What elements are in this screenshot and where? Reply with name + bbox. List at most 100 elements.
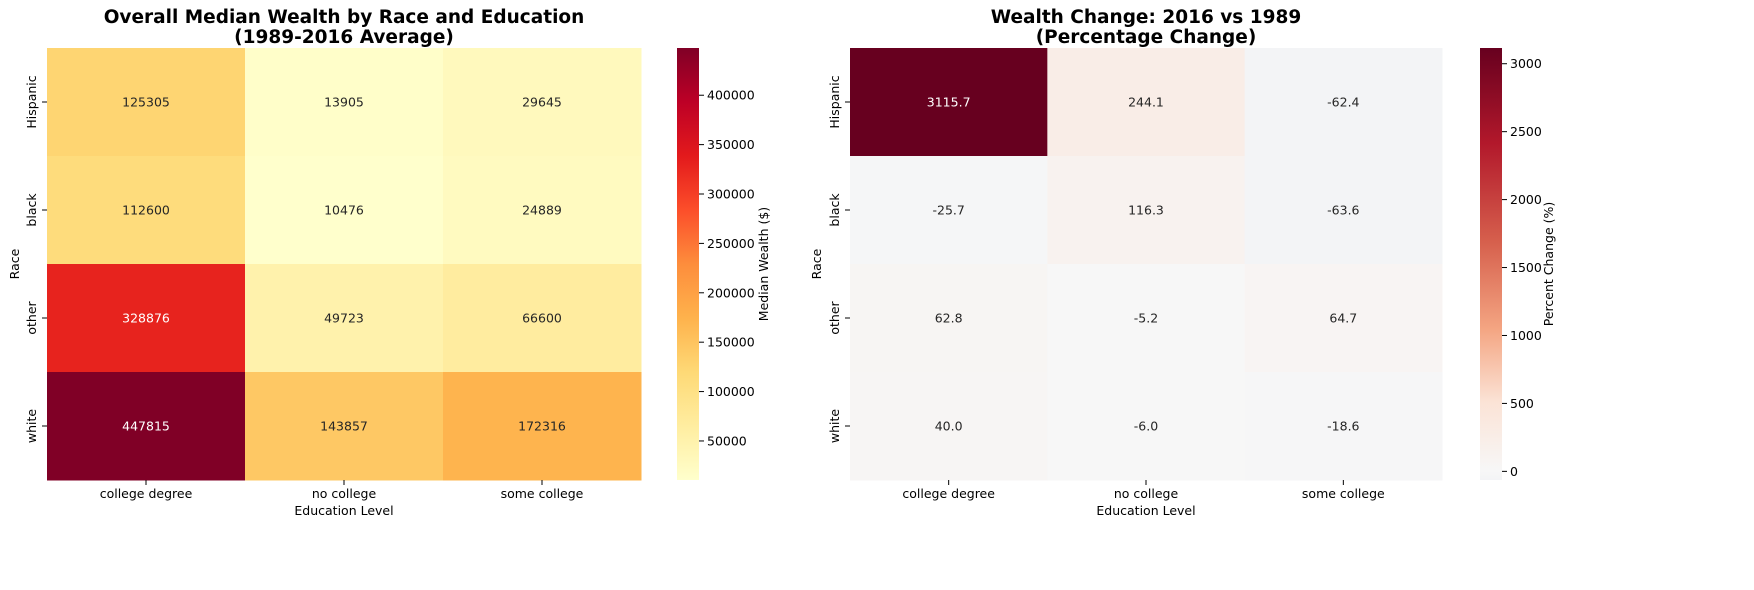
chart-title: Wealth Change: 2016 vs 1989 — [991, 7, 1302, 28]
heatmap-cell — [1244, 48, 1443, 157]
heatmap-cell — [850, 372, 1048, 481]
cell-value-label: 328876 — [122, 311, 170, 326]
x-tick-label: some college — [1302, 486, 1385, 501]
x-axis-ticks: college degree no college some college — [902, 480, 1385, 501]
cell-value-label: -6.0 — [1134, 419, 1158, 434]
y-tick-label: other — [24, 300, 39, 334]
cell-value-label: 13905 — [324, 95, 364, 110]
heatmap-cell — [443, 264, 642, 373]
cell-value-label: 172316 — [518, 419, 566, 434]
colorbar-tick-label: 50000 — [707, 433, 747, 448]
heatmap-cell — [245, 48, 444, 157]
cell-value-label: 62.8 — [935, 311, 963, 326]
colorbar-tick-label: 3000 — [1510, 56, 1542, 71]
median-wealth-heatmap: Overall Median Wealth by Race and Educat… — [7, 7, 771, 518]
colorbar-label: Percent Change (%) — [1541, 202, 1556, 326]
heatmap-cells: 125305 13905 29645 112600 10476 24889 328876 49… — [47, 48, 642, 481]
colorbar-ticks: 50000 100000 150000 200000 250000 300000 35000… — [699, 88, 755, 448]
colorbar — [1480, 48, 1502, 480]
y-tick-label: Hispanic — [24, 75, 39, 128]
x-axis-label: Education Level — [1096, 503, 1195, 518]
colorbar — [677, 48, 699, 480]
y-tick-label: Hispanic — [827, 75, 842, 128]
chart-subtitle: (1989-2016 Average) — [234, 27, 454, 48]
y-axis-ticks: Hispanic black other white — [24, 75, 47, 443]
colorbar-tick-label: 2000 — [1510, 192, 1542, 207]
x-tick-label: some college — [501, 486, 584, 501]
y-axis-label: Race — [7, 248, 22, 279]
colorbar-tick-label: 200000 — [707, 285, 755, 300]
heatmap-cell — [850, 156, 1048, 265]
colorbar-tick-label: 100000 — [707, 384, 755, 399]
cell-value-label: 10476 — [324, 203, 364, 218]
heatmap-cell — [245, 372, 444, 481]
cell-value-label: 24889 — [522, 203, 562, 218]
cell-value-label: 116.3 — [1128, 203, 1164, 218]
percent-change-heatmap: Wealth Change: 2016 vs 1989 (Percentage … — [809, 7, 1556, 518]
colorbar-ticks: 0 500 1000 1500 2000 2500 3000 — [1502, 56, 1542, 479]
y-axis-ticks: Hispanic black other white — [827, 75, 850, 443]
cell-value-label: 112600 — [122, 203, 170, 218]
x-axis-label: Education Level — [294, 503, 393, 518]
cell-value-label: 40.0 — [935, 419, 963, 434]
colorbar-tick-label: 0 — [1510, 464, 1518, 479]
colorbar-tick-label: 350000 — [707, 137, 755, 152]
heatmap-cell — [443, 48, 642, 157]
heatmap-cell — [1244, 156, 1443, 265]
heatmap-cell — [47, 156, 246, 265]
cell-value-label: -62.4 — [1327, 95, 1359, 110]
cell-value-label: 64.7 — [1329, 311, 1357, 326]
heatmap-cell — [47, 48, 246, 157]
y-tick-label: black — [24, 193, 39, 227]
heatmap-cells: 3115.7 244.1 -62.4 -25.7 116.3 -63.6 62.8 -5.2 6… — [850, 48, 1443, 481]
cell-value-label: 143857 — [320, 419, 368, 434]
heatmap-cell — [1047, 48, 1246, 157]
chart-title: Overall Median Wealth by Race and Educat… — [104, 7, 585, 28]
cell-value-label: -63.6 — [1327, 203, 1359, 218]
heatmap-cell — [443, 372, 642, 481]
x-tick-label: college degree — [100, 486, 193, 501]
heatmap-cell — [1244, 372, 1443, 481]
heatmap-cell — [1047, 372, 1246, 481]
y-tick-label: black — [827, 193, 842, 227]
chart-subtitle: (Percentage Change) — [1036, 27, 1257, 48]
heatmap-cell — [850, 264, 1048, 373]
heatmap-cell — [245, 264, 444, 373]
colorbar-tick-label: 2500 — [1510, 124, 1542, 139]
x-tick-label: college degree — [902, 486, 995, 501]
y-tick-label: other — [827, 300, 842, 334]
cell-value-label: -18.6 — [1327, 419, 1359, 434]
heatmap-cell — [443, 156, 642, 265]
heatmap-cell — [1047, 156, 1246, 265]
y-tick-label: white — [24, 409, 39, 444]
x-tick-label: no college — [312, 486, 377, 501]
colorbar-tick-label: 300000 — [707, 187, 755, 202]
heatmap-cell — [47, 372, 246, 481]
colorbar-tick-label: 400000 — [707, 88, 755, 103]
heatmap-cell — [850, 48, 1048, 157]
cell-value-label: 447815 — [122, 419, 170, 434]
x-tick-label: no college — [1114, 486, 1179, 501]
colorbar-tick-label: 150000 — [707, 335, 755, 350]
heatmap-cell — [47, 264, 246, 373]
y-axis-label: Race — [809, 248, 824, 279]
colorbar-tick-label: 1000 — [1510, 328, 1542, 343]
cell-value-label: 49723 — [324, 311, 364, 326]
colorbar-tick-label: 500 — [1510, 396, 1534, 411]
cell-value-label: -25.7 — [932, 203, 964, 218]
y-tick-label: white — [827, 409, 842, 444]
cell-value-label: 29645 — [522, 95, 562, 110]
cell-value-label: 125305 — [122, 95, 170, 110]
x-axis-ticks: college degree no college some college — [100, 480, 584, 501]
cell-value-label: 3115.7 — [927, 95, 971, 110]
cell-value-label: 244.1 — [1128, 95, 1164, 110]
cell-value-label: -5.2 — [1134, 311, 1158, 326]
colorbar-label: Median Wealth ($) — [756, 207, 771, 321]
heatmap-cell — [245, 156, 444, 265]
colorbar-tick-label: 250000 — [707, 236, 755, 251]
cell-value-label: 66600 — [522, 311, 562, 326]
heatmap-cell — [1047, 264, 1246, 373]
colorbar-tick-label: 1500 — [1510, 260, 1542, 275]
heatmap-cell — [1244, 264, 1443, 373]
